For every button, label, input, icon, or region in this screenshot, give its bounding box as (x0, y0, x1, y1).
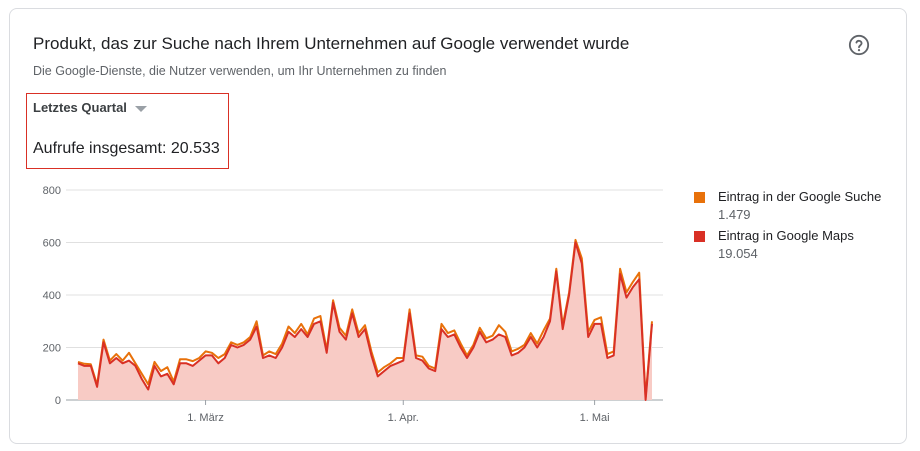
legend-item: Eintrag in der Google Suche 1.479 (692, 189, 892, 223)
chart-legend: Eintrag in der Google Suche 1.479 Eintrag … (692, 189, 892, 267)
total-views: Aufrufe insgesamt: 20.533 (33, 140, 220, 157)
legend-value: 1.479 (718, 207, 751, 222)
legend-swatch (694, 231, 705, 242)
date-range-label: Letztes Quartal (33, 100, 127, 115)
legend-item: Eintrag in Google Maps 19.054 (692, 228, 892, 262)
legend-label: Eintrag in der Google Suche (718, 189, 882, 204)
legend-swatch (694, 192, 705, 203)
highlight-frame (26, 93, 229, 169)
legend-label: Eintrag in Google Maps (718, 228, 854, 243)
help-circle-icon[interactable] (848, 34, 870, 56)
date-range-dropdown[interactable]: Letztes Quartal (33, 100, 147, 115)
caret-down-icon (134, 105, 147, 112)
card-subtitle: Die Google-Dienste, die Nutzer verwenden… (33, 64, 447, 78)
card-title: Produkt, das zur Suche nach Ihrem Untern… (33, 34, 630, 53)
legend-value: 19.054 (718, 246, 758, 261)
